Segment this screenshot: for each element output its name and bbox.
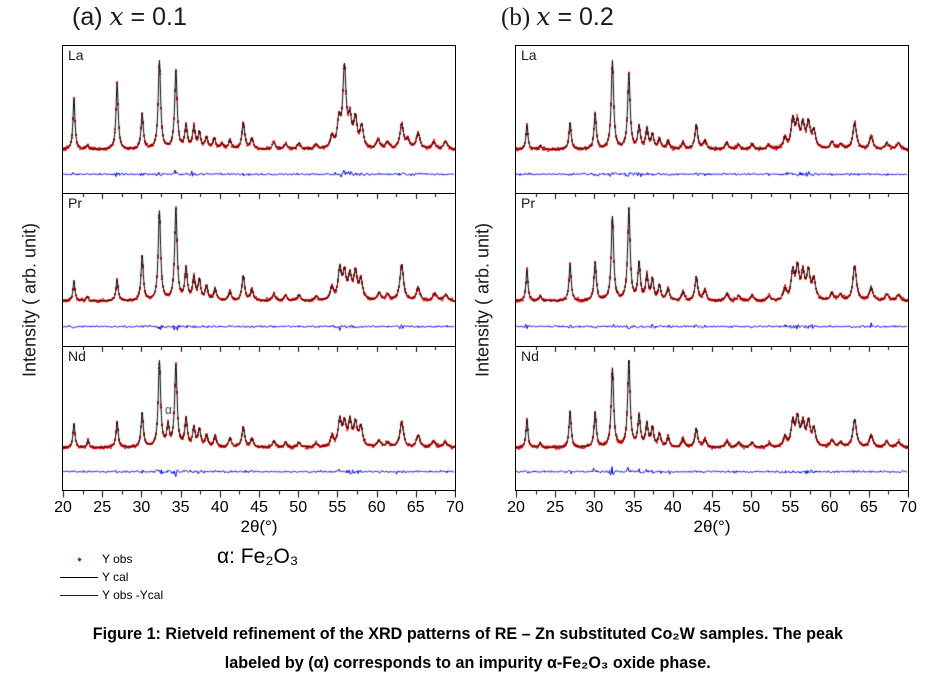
y-axis-label-a: Intensity ( arb. unit) [19,222,40,378]
x-tick-label: 60 [820,499,839,516]
subplot-b-nd: Nd [515,346,909,491]
x-tick-label: 40 [663,499,682,516]
x-tick-label: 50 [742,499,761,516]
legend-label: Y obs -Ycal [102,588,164,602]
x-tick-label: 50 [289,499,308,516]
xrd-plot-canvas-b-pr [516,194,908,346]
panel-b-title-value: = 0.2 [550,3,614,31]
sample-label-b-la: La [521,47,537,63]
panel-a-title-prefix: (a) [72,3,110,31]
sample-label-a-la: La [68,47,84,63]
legend-item-y-cal: Y cal [60,568,163,586]
x-tick-label: 55 [328,499,347,516]
panel-a-title-value: = 0.1 [123,3,187,31]
x-tick-label: 65 [406,499,425,516]
x-tick-labels-a: 20 25 30 35 40 45 50 55 60 65 70 [54,499,464,517]
legend-item-y-obs: Y obs [60,550,163,568]
x-tick-label: 20 [54,499,72,516]
xrd-plot-canvas-b-la [516,46,908,193]
x-tick-labels-b: 20 25 30 35 40 45 50 55 60 65 70 [507,499,917,517]
x-tick-label: 40 [210,499,229,516]
x-axis-ticks-a [62,491,456,500]
x-tick-label: 70 [446,499,464,516]
x-tick-label: 25 [546,499,565,516]
x-tick-label: 35 [171,499,190,516]
x-tick-label: 30 [132,499,151,516]
x-tick-label: 30 [585,499,604,516]
legend-label: Y cal [102,570,129,584]
xrd-plot-canvas-a-la [63,46,455,193]
y-obs-marker [60,556,98,562]
sample-label-b-nd: Nd [521,348,539,364]
figure-caption: Figure 1: Rietveld refinement of the XRD… [0,624,935,673]
sample-label-a-pr: Pr [68,195,82,211]
x-axis-title-a: 2θ(°) [240,517,278,536]
subplot-b-pr: Pr [515,193,909,347]
subplot-a-pr: Pr [62,193,456,347]
x-axis-title-b: 2θ(°) [693,517,731,536]
subplot-a-nd: Nd [62,346,456,491]
x-tick-label: 45 [703,499,721,516]
x-tick-label: 20 [507,499,525,516]
sample-label-b-pr: Pr [521,195,535,211]
panel-a-title-variable: x [109,2,124,31]
x-tick-label: 70 [899,499,917,516]
caption-line-1: Figure 1: Rietveld refinement of the XRD… [92,624,843,643]
y-axis-label-b: Intensity ( arb. unit) [472,222,493,378]
xrd-plot-canvas-b-nd [516,347,908,490]
panel-b-title: (b) x = 0.2 [501,2,614,32]
legend: Y obs Y cal Y obs -Ycal [60,550,163,604]
x-tick-label: 35 [624,499,643,516]
sample-label-a-nd: Nd [68,348,86,364]
x-tick-label: 55 [781,499,800,516]
panel-b-title-variable: x [536,2,551,31]
panel-b-title-prefix: (b) [501,4,537,31]
x-axis-ticks-b [515,491,909,500]
panel-b-plots: La Pr Nd [515,45,909,491]
legend-label: Y obs [102,552,133,566]
panel-a-plots: La Pr Nd [62,45,456,491]
xrd-plot-canvas-a-nd [63,347,455,490]
subplot-a-la: La [62,45,456,194]
xrd-plot-canvas-a-pr [63,194,455,346]
x-tick-label: 65 [859,499,878,516]
y-diff-line-swatch [60,594,98,596]
subplot-b-la: La [515,45,909,194]
x-tick-label: 45 [250,499,268,516]
y-cal-line-swatch [60,576,98,578]
x-tick-label: 25 [93,499,112,516]
panel-a-title: (a) x = 0.1 [72,2,187,32]
impurity-note: α: Fe₂O₃ [217,545,299,568]
legend-item-y-diff: Y obs -Ycal [60,586,163,604]
caption-line-2: labeled by (α) corresponds to an impurit… [224,653,711,672]
x-tick-label: 60 [367,499,386,516]
